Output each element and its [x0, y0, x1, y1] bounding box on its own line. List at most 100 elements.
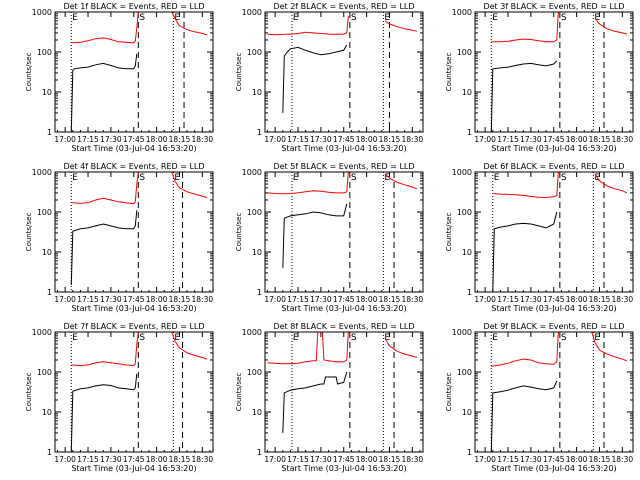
series-line-2 [171, 171, 208, 198]
series-line-1 [267, 15, 349, 36]
y-tick-label: 100 [457, 48, 472, 57]
chart-panel-4: Det 4f BLACK = Events, RED = LLD E S E 1 10 10… [25, 162, 214, 313]
x-tick-label: 18:00 [146, 295, 168, 304]
series-line-1 [492, 171, 559, 199]
plot-frame [54, 171, 214, 293]
x-tick-label: 17:15 [77, 135, 99, 144]
series-line-2 [171, 331, 208, 360]
series-line-2 [594, 17, 628, 35]
y-tick-label: 100 [247, 48, 262, 57]
x-tick-label: 17:30 [520, 135, 542, 144]
x-tick-label: 17:30 [310, 295, 332, 304]
x-tick-label: 17:00 [54, 295, 76, 304]
x-axis-label: Start Time (03-Jul-04 16:53:20) [491, 464, 616, 473]
chart-title: Det 4f BLACK = Events, RED = LLD [63, 162, 204, 171]
y-tick-label: 1 [257, 288, 262, 297]
series-line-1 [491, 331, 559, 367]
marker-label-2: S [351, 173, 357, 183]
marker-label-3: E [174, 333, 180, 343]
marker-label-1: E [72, 13, 78, 23]
y-tick-label: 1000 [32, 8, 52, 17]
y-tick-label: 10 [252, 408, 262, 417]
y-tick-label: 10 [42, 248, 52, 257]
y-tick-label: 1000 [242, 8, 262, 17]
y-tick-label: 10 [252, 248, 262, 257]
y-tick-label: 10 [42, 88, 52, 97]
marker-label-3: E [594, 13, 600, 23]
series-line-2 [384, 337, 418, 358]
x-tick-label: 17:15 [497, 295, 519, 304]
series-line-3 [282, 203, 348, 268]
chart-panel-9: Det 9f BLACK = Events, RED = LLD E S E 1 10 10… [445, 322, 634, 473]
y-tick-label: 100 [37, 208, 52, 217]
y-axis-label: Counts/sec [445, 53, 453, 92]
marker-label-2: S [561, 173, 567, 183]
y-axis-label: Counts/sec [25, 53, 33, 92]
series-line-1 [491, 11, 559, 43]
chart-panel-8: Det 8f BLACK = Events, RED = LLD E S E 1 10 10… [235, 322, 424, 473]
y-axis-label: Counts/sec [235, 213, 243, 252]
x-tick-label: 18:15 [169, 135, 191, 144]
x-tick-label: 17:30 [100, 295, 122, 304]
x-tick-label: 17:30 [310, 135, 332, 144]
y-tick-label: 1000 [452, 8, 472, 17]
marker-label-1: E [494, 173, 500, 183]
y-tick-label: 10 [462, 248, 472, 257]
x-axis-label: Start Time (03-Jul-04 16:53:20) [71, 304, 196, 313]
x-tick-label: 18:30 [402, 295, 424, 304]
y-tick-label: 100 [37, 368, 52, 377]
x-tick-label: 18:30 [192, 135, 214, 144]
chart-title: Det 6f BLACK = Events, RED = LLD [483, 162, 624, 171]
plot-frame [264, 331, 424, 453]
marker-label-2: S [351, 13, 357, 23]
y-tick-label: 1000 [452, 168, 472, 177]
marker-label-2: S [561, 13, 567, 23]
series-line-1 [267, 331, 349, 365]
x-tick-label: 18:30 [612, 135, 634, 144]
marker-label-3: E [384, 173, 390, 183]
chart-title: Det 3f BLACK = Events, RED = LLD [483, 2, 624, 11]
y-axis-label: Counts/sec [25, 213, 33, 252]
marker-label-1: E [72, 333, 78, 343]
y-tick-label: 1000 [452, 328, 472, 337]
marker-label-2: S [561, 333, 567, 343]
x-axis-label: Start Time (03-Jul-04 16:53:20) [281, 464, 406, 473]
marker-label-1: E [492, 13, 498, 23]
x-tick-label: 18:00 [356, 455, 378, 464]
series-line-3 [282, 44, 348, 113]
x-tick-label: 17:45 [543, 295, 565, 304]
marker-label-3: E [384, 13, 390, 23]
x-tick-label: 17:30 [520, 295, 542, 304]
marker-label-3: E [174, 13, 180, 23]
x-axis-label: Start Time (03-Jul-04 16:53:20) [281, 144, 406, 153]
y-tick-label: 1 [467, 448, 472, 457]
x-tick-label: 17:00 [264, 295, 286, 304]
chart-panel-7: Det 7f BLACK = Events, RED = LLD E S E 1 10 10… [25, 322, 214, 473]
marker-label-3: E [174, 173, 180, 183]
x-tick-label: 17:00 [474, 135, 496, 144]
plot-frame [264, 11, 424, 133]
x-tick-label: 17:00 [54, 135, 76, 144]
x-tick-label: 17:15 [287, 295, 309, 304]
series-line-2 [594, 173, 628, 194]
plot-frame [264, 171, 424, 293]
y-tick-label: 1000 [32, 328, 52, 337]
x-tick-label: 18:00 [566, 295, 588, 304]
series-line-1 [71, 171, 139, 205]
y-tick-label: 10 [462, 88, 472, 97]
series-line-3 [490, 60, 558, 133]
x-axis-label: Start Time (03-Jul-04 16:53:20) [491, 304, 616, 313]
x-tick-label: 17:00 [474, 295, 496, 304]
y-tick-label: 100 [457, 208, 472, 217]
y-tick-label: 1 [47, 288, 52, 297]
series-line-2 [171, 11, 208, 36]
y-tick-label: 1 [257, 448, 262, 457]
x-tick-label: 17:45 [123, 295, 145, 304]
x-tick-label: 18:15 [589, 295, 611, 304]
x-tick-label: 17:15 [287, 135, 309, 144]
x-tick-label: 18:30 [402, 135, 424, 144]
x-tick-label: 18:15 [589, 455, 611, 464]
x-tick-label: 17:30 [520, 455, 542, 464]
marker-label-3: E [594, 333, 600, 343]
